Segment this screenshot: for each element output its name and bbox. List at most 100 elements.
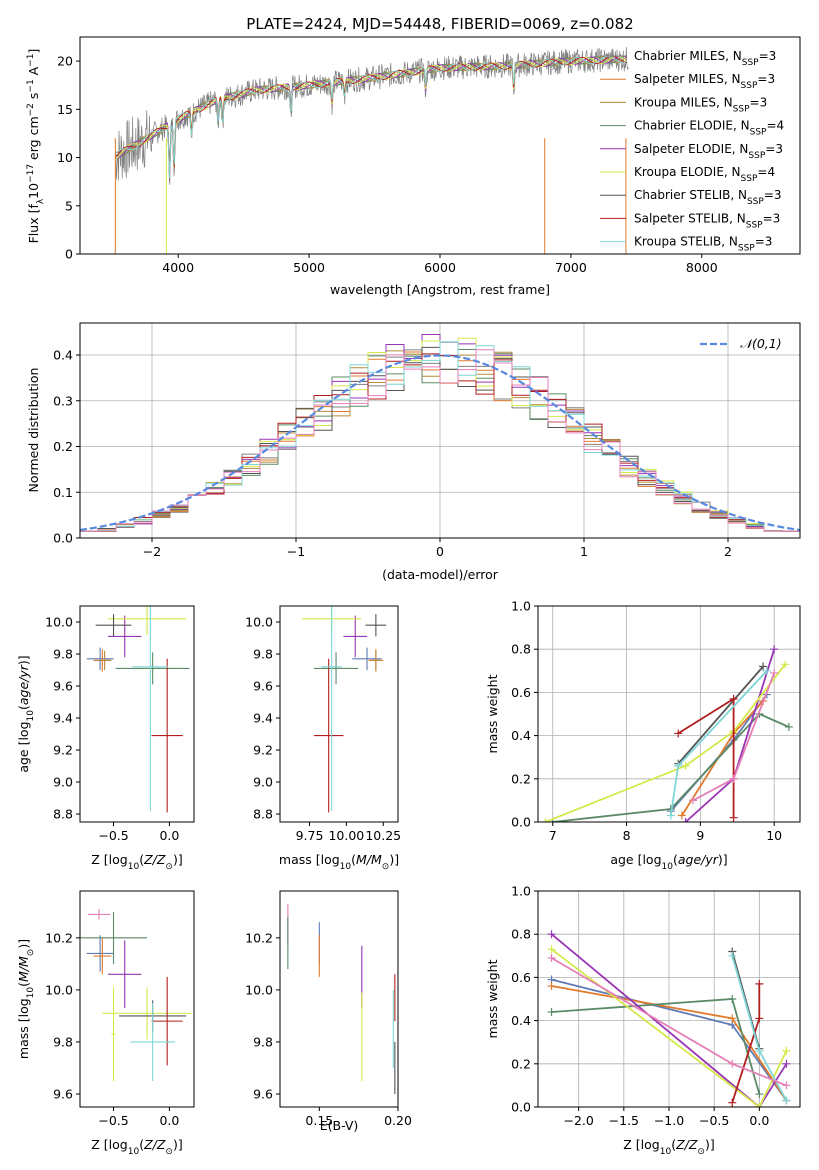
y-tick-label: 9.2 [53, 743, 73, 758]
error-bar-point [151, 976, 183, 1066]
y-tick-label: 10.2 [45, 930, 73, 945]
mass-vs-extinction-plot: 0.15 0.20 9.6 9.8 10.0 10.2 E(B-V) [245, 890, 412, 1133]
legend-entry: Salpeter STELIB, NSSP=3 [634, 211, 780, 230]
data-point [762, 666, 771, 675]
y-tick-label: 10.0 [45, 615, 73, 630]
data-point [784, 722, 793, 731]
series [728, 951, 791, 1105]
error-bar-point [343, 615, 368, 658]
histogram-series [80, 349, 800, 532]
legend: 𝒩(0,1) [700, 336, 782, 351]
x-tick-label: 9 [696, 828, 704, 843]
axes-frame [279, 890, 399, 1108]
y-tick-label: 10.0 [45, 982, 73, 997]
x-axis-label: Z [log10(Z/Z⊙)] [623, 1137, 714, 1157]
x-tick-label: 8000 [686, 260, 718, 275]
y-tick-label: 0.8 [511, 927, 531, 942]
y-axis-label: age [log10(age/yr)] [16, 655, 36, 772]
legend-entry: Chabrier MILES, NSSP=3 [634, 49, 776, 68]
data-point [681, 818, 690, 822]
error-bar-point [313, 658, 344, 813]
plot-area [86, 606, 190, 813]
error-bar-point [321, 606, 342, 811]
data-point [782, 1096, 791, 1105]
data-point [782, 1059, 791, 1068]
series [547, 945, 791, 1107]
y-tick-label: 0.6 [511, 970, 531, 985]
y-tick-label: 0.4 [53, 348, 73, 363]
x-axis-label: Z [log10(Z/Z⊙)] [91, 852, 182, 872]
x-tick-label: 6000 [424, 260, 456, 275]
model-spectrum-line [114, 55, 627, 179]
error-bar-point [86, 935, 114, 972]
series [547, 953, 791, 1090]
model-spectrum-line [115, 55, 627, 173]
y-axis-label: Flux [fλ10−17 erg cm−2 s−1 A−1] [26, 49, 46, 244]
y-tick-label: 9.6 [53, 679, 73, 694]
y-tick-label: 10 [57, 150, 73, 165]
x-tick-label: 7 [549, 828, 557, 843]
y-tick-label: 0.0 [53, 531, 73, 546]
data-point [781, 660, 790, 669]
y-tick-label: 9.0 [53, 775, 73, 790]
y-axis-label: mass [log10(M/M⊙)] [16, 939, 36, 1059]
series-line [551, 933, 788, 1107]
y-axis-label: mass weight [485, 959, 500, 1038]
age-vs-metallicity-plot: −0.5 0.0 8.8 9.0 9.2 9.4 9.6 9.8 10.0 Z [log10(Z/… [16, 605, 195, 872]
spectrum-plot: 4000 5000 6000 7000 8000 0 5 10 15 20 wavelength [… [26, 36, 801, 297]
plot-area [114, 47, 629, 254]
y-tick-label: 9.8 [253, 1034, 273, 1049]
plot-area [287, 904, 396, 1094]
x-tick-label: 0.15 [305, 1113, 333, 1128]
data-point [770, 668, 779, 677]
x-axis-label: E(B-V) [320, 1118, 359, 1133]
error-bar-point [93, 937, 112, 975]
data-point [541, 818, 550, 822]
y-tick-label: 9.8 [53, 1034, 73, 1049]
page-title: PLATE=2424, MJD=54448, FIBERID=0069, z=0… [246, 15, 633, 33]
y-tick-label: 9.6 [253, 679, 273, 694]
error-bar-point [86, 647, 114, 670]
y-tick-label: 0.4 [511, 1013, 531, 1028]
error-bar-point [80, 911, 148, 964]
y-tick-label: 0.3 [53, 393, 73, 408]
y-tick-label: 0.2 [511, 1056, 531, 1071]
legend-entry: Kroupa STELIB, NSSP=3 [634, 235, 772, 254]
x-tick-label: 2 [724, 544, 732, 559]
series [728, 979, 764, 1107]
data-point [674, 761, 683, 770]
x-tick-label: 5000 [293, 260, 325, 275]
y-tick-label: 0.1 [53, 485, 73, 500]
weight-vs-metallicity-plot: −2.0 −1.5 −1.0 −0.5 0.0 0.0 0.2 0.4 0.6 0.8 1.0 Z [… [485, 884, 801, 1157]
data-point [681, 761, 690, 770]
y-tick-label: 9.0 [253, 775, 273, 790]
legend-entry: Chabrier ELODIE, NSSP=4 [634, 119, 784, 138]
error-bar-point [151, 658, 183, 813]
x-axis-label: wavelength [Angstrom, rest frame] [330, 282, 550, 297]
residual-histogram-plot: −2 −1 0 1 2 0.0 0.1 0.2 0.3 0.4 (data-model)/error… [26, 322, 801, 582]
y-tick-label: 10.0 [245, 982, 273, 997]
data-point [755, 1046, 764, 1055]
x-tick-label: −1 [287, 544, 305, 559]
x-tick-label: 8 [623, 828, 631, 843]
x-tick-label: 1 [580, 544, 588, 559]
x-tick-label: 0 [436, 544, 444, 559]
model-spectrum-line [114, 55, 627, 180]
error-bar-point [115, 652, 190, 685]
data-point [547, 953, 556, 962]
y-tick-label: 0 [65, 247, 73, 262]
age-vs-mass-plot: 9.75 10.00 10.25 8.8 9.0 9.2 9.4 9.6 9.8 10.0 mass… [245, 605, 401, 872]
error-bar-point [102, 987, 192, 1040]
data-point [547, 1007, 556, 1016]
x-axis-label: mass [log10(M/M⊙)] [279, 852, 399, 872]
series-line [677, 665, 764, 765]
y-tick-label: 9.2 [253, 743, 273, 758]
series [688, 668, 779, 805]
data-point [547, 930, 556, 939]
data-point [547, 945, 556, 954]
x-tick-label: 9.75 [296, 828, 324, 843]
x-tick-label: −1.0 [654, 1113, 684, 1128]
y-tick-label: 9.4 [53, 711, 73, 726]
plot-area [541, 645, 793, 822]
